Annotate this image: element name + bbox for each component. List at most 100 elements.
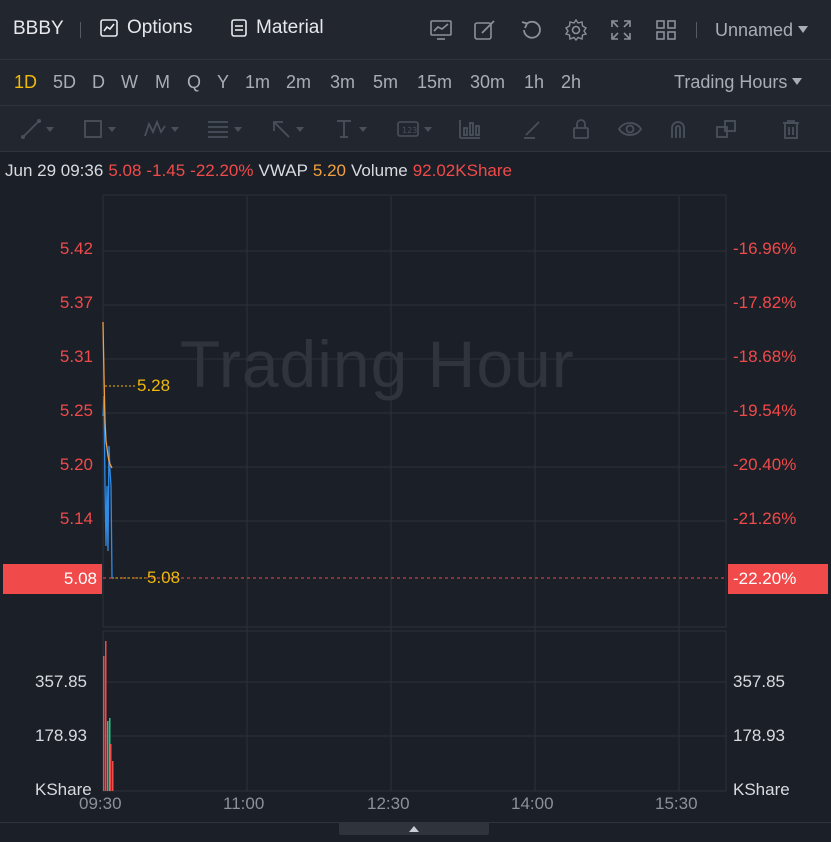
quote-datetime: Jun 29 09:36 bbox=[5, 161, 104, 180]
time-axis-label: 12:30 bbox=[367, 794, 410, 813]
volume-bar bbox=[109, 718, 111, 791]
volume-bar bbox=[112, 761, 114, 791]
volume-bars bbox=[103, 641, 114, 791]
volume-value: 92.02KShare bbox=[412, 161, 512, 180]
volume-bar bbox=[107, 721, 109, 791]
volume-unit-label: KShare bbox=[35, 780, 92, 799]
fullscreen-icon[interactable] bbox=[608, 17, 634, 43]
volume-bar bbox=[103, 656, 105, 791]
price-line bbox=[102, 395, 113, 579]
volume-axis-label: 178.93 bbox=[35, 726, 87, 745]
pct-axis-label: -16.96% bbox=[733, 239, 797, 258]
volume-label: Volume bbox=[351, 161, 408, 180]
session-watermark: Trading Hour bbox=[180, 327, 575, 401]
drawing-toolbar: 123 bbox=[0, 106, 831, 152]
volume-axis-label: 178.93 bbox=[733, 726, 785, 745]
pct-axis-label: -18.68% bbox=[733, 347, 797, 366]
chevron-up-icon bbox=[409, 826, 419, 832]
indicator-icon[interactable] bbox=[458, 118, 482, 140]
price-axis-label: 5.37 bbox=[59, 293, 93, 312]
timeframe-1h[interactable]: 1h bbox=[524, 72, 545, 92]
brush-icon[interactable] bbox=[521, 118, 543, 140]
trading-hours-label: Trading Hours bbox=[674, 72, 788, 92]
timeframe-5m[interactable]: 5m bbox=[373, 72, 399, 92]
volume-bar bbox=[105, 641, 107, 791]
top-bar: BBBY Options Material Unnamed bbox=[0, 0, 831, 60]
price-axis-label: 5.20 bbox=[59, 455, 93, 474]
volume-unit-label: KShare bbox=[733, 780, 790, 799]
price-pane-frame bbox=[102, 194, 727, 628]
price-axis-label: 5.31 bbox=[59, 347, 93, 366]
arrow-icon[interactable] bbox=[270, 118, 304, 140]
timeframe-30m[interactable]: 30m bbox=[470, 72, 506, 92]
timeframe-2m[interactable]: 2m bbox=[286, 72, 312, 92]
expand-panel-button[interactable] bbox=[339, 823, 489, 835]
settings-icon[interactable] bbox=[563, 17, 589, 43]
vwap-value: 5.20 bbox=[312, 161, 347, 180]
timeframe-y[interactable]: Y bbox=[217, 72, 230, 92]
timeframe-15m[interactable]: 15m bbox=[417, 72, 453, 92]
vwap-label: VWAP bbox=[258, 161, 308, 180]
svg-text:123: 123 bbox=[402, 126, 417, 135]
trading-hours-selector[interactable]: Trading Hours bbox=[674, 72, 803, 93]
volume-pane-frame bbox=[102, 630, 727, 792]
timeframe-5d[interactable]: 5D bbox=[53, 72, 77, 92]
divider bbox=[696, 22, 697, 38]
document-icon bbox=[231, 19, 247, 37]
chevron-down-icon bbox=[798, 26, 809, 33]
ticker-symbol[interactable]: BBBY bbox=[13, 18, 64, 39]
timeframe-1d[interactable]: 1D bbox=[14, 72, 38, 92]
timeframe-2h[interactable]: 2h bbox=[561, 72, 582, 92]
timeframe-m[interactable]: M bbox=[155, 72, 170, 92]
pattern-icon[interactable] bbox=[143, 118, 179, 140]
visibility-icon[interactable] bbox=[617, 118, 643, 140]
divider bbox=[80, 22, 81, 38]
rectangle-icon[interactable] bbox=[82, 118, 116, 140]
trend-line-icon[interactable] bbox=[20, 118, 54, 140]
trash-icon[interactable] bbox=[780, 118, 802, 140]
timeframe-d[interactable]: D bbox=[92, 72, 105, 92]
magnet-icon[interactable] bbox=[667, 118, 689, 140]
pct-axis-label: -21.26% bbox=[733, 509, 797, 528]
copy-icon[interactable] bbox=[714, 118, 738, 140]
volume-axis-label: 357.85 bbox=[35, 672, 87, 691]
pct-axis-label: -17.82% bbox=[733, 293, 797, 312]
timeframe-bar: 1D 5D D W M Q Y 1m 2m 3m 5m 15m 30m 1h 2… bbox=[0, 60, 831, 106]
timeframe-w[interactable]: W bbox=[121, 72, 138, 92]
draw-icon[interactable] bbox=[472, 17, 498, 43]
material-button[interactable]: Material bbox=[230, 17, 324, 39]
layout-grid-icon[interactable] bbox=[653, 17, 679, 43]
timeframe-1m[interactable]: 1m bbox=[245, 72, 271, 92]
chart-canvas bbox=[102, 194, 727, 792]
time-axis-label: 09:30 bbox=[79, 794, 122, 813]
lock-icon[interactable] bbox=[570, 118, 592, 140]
chevron-down-icon bbox=[792, 78, 803, 85]
last-annotation: 5.08 bbox=[147, 568, 181, 587]
high-annotation: 5.28 bbox=[137, 376, 171, 395]
chart-type-icon[interactable] bbox=[428, 17, 454, 43]
time-axis-label: 14:00 bbox=[511, 794, 554, 813]
vertical-gridlines bbox=[246, 195, 680, 791]
price-axis-label: 5.25 bbox=[59, 401, 93, 420]
price-axis-label: 5.42 bbox=[59, 239, 93, 258]
timeframe-q[interactable]: Q bbox=[187, 72, 202, 92]
refresh-icon[interactable] bbox=[518, 17, 544, 43]
fibonacci-icon[interactable] bbox=[206, 118, 242, 140]
volume-axis-label: 357.85 bbox=[733, 672, 785, 691]
quote-info-line: Jun 29 09:36 5.08 -1.45 -22.20% VWAP 5.20 Volu… bbox=[5, 161, 517, 181]
time-axis-label: 15:30 bbox=[655, 794, 698, 813]
current-price-tag: 5.08 bbox=[3, 564, 102, 594]
layout-selector[interactable]: Unnamed bbox=[715, 20, 809, 41]
bottom-bar bbox=[0, 822, 831, 842]
quote-change: -1.45 bbox=[146, 161, 186, 180]
chart-box-icon bbox=[100, 19, 118, 37]
pct-axis-label: -19.54% bbox=[733, 401, 797, 420]
price-chart[interactable]: Trading Hour 5.42 5.37 5.31 5.25 5.20 5.… bbox=[0, 186, 831, 822]
timeframe-3m[interactable]: 3m bbox=[330, 72, 356, 92]
options-button[interactable]: Options bbox=[99, 17, 192, 39]
current-pct-tag: -22.20% bbox=[728, 564, 828, 594]
volume-bar bbox=[110, 744, 112, 791]
layout-name-label: Unnamed bbox=[715, 20, 794, 40]
text-icon[interactable]: 123 bbox=[396, 118, 432, 140]
measure-icon[interactable] bbox=[333, 118, 367, 140]
